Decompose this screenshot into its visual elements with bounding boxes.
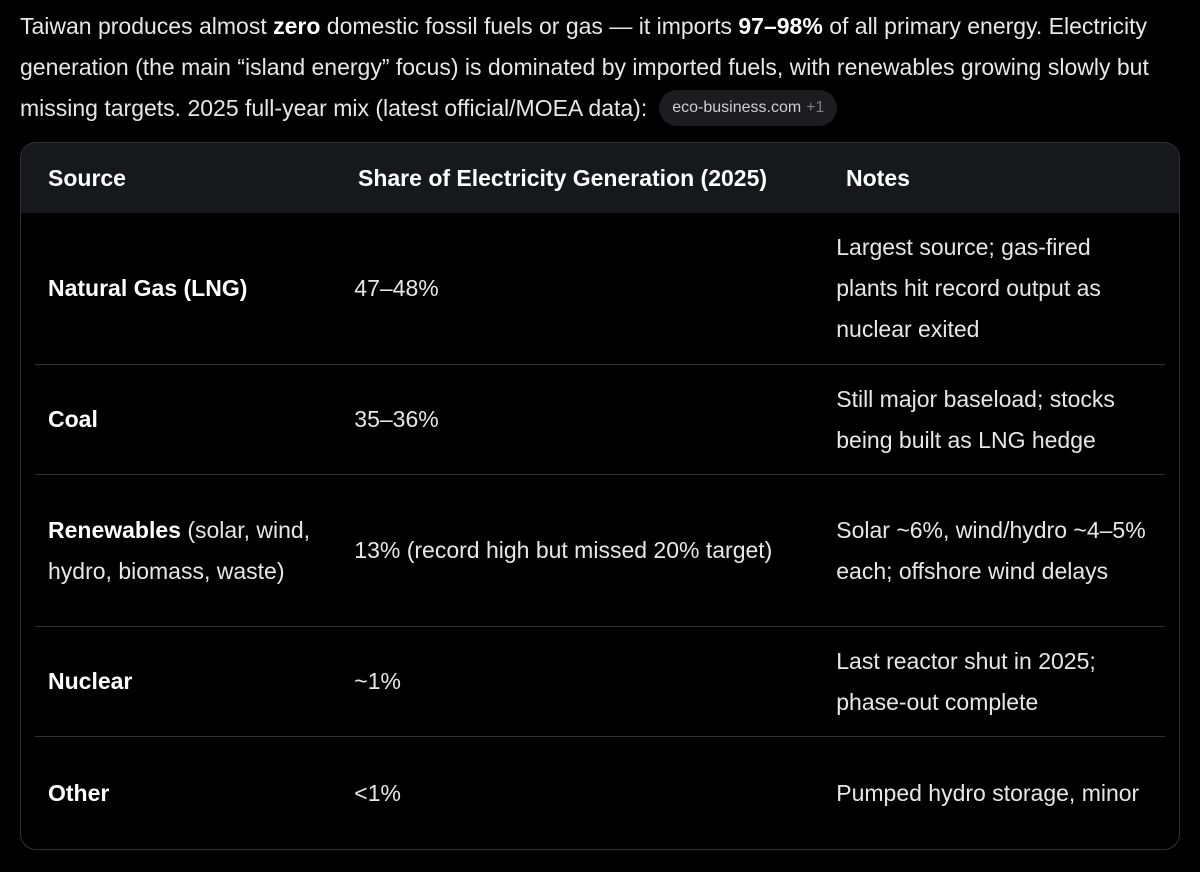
source-name: Coal <box>48 406 98 432</box>
header-notes: Notes <box>846 164 910 191</box>
cell-share: <1% <box>354 779 401 806</box>
header-source: Source <box>48 164 126 191</box>
cell-share: 35–36% <box>354 406 439 432</box>
source-detail: (solar, wind, hydro, biomass, waste) <box>48 516 311 584</box>
intro-paragraph: Taiwan produces almost zero domestic fos… <box>20 6 1180 129</box>
table-row: Natural Gas (LNG) 47–48% Largest source;… <box>35 213 1165 365</box>
cell-source: Renewables (solar, wind, hydro, biomass,… <box>35 510 327 592</box>
table-header: Source Share of Electricity Generation (… <box>21 143 1179 213</box>
header-share: Share of Electricity Generation (2025) <box>358 164 768 191</box>
cell-notes: Solar ~6%, wind/hydro ~4–5% each; offsho… <box>836 516 1146 584</box>
intro-text-3: of all primary energy. Electricity gener… <box>20 13 1149 121</box>
cell-notes: Pumped hydro storage, minor <box>836 779 1140 806</box>
source-name: Other <box>48 779 110 806</box>
table-row: Coal 35–36% Still major baseload; stocks… <box>35 365 1165 475</box>
intro-bold-percent: 97–98% <box>738 13 823 39</box>
citation-label: eco-business.com <box>672 98 802 116</box>
cell-share: 13% (record high but missed 20% target) <box>354 537 773 563</box>
intro-text-2: domestic fossil fuels or gas — it import… <box>320 13 739 39</box>
cell-notes: Last reactor shut in 2025; phase-out com… <box>836 647 1096 715</box>
cell-source: Natural Gas (LNG) <box>35 268 327 309</box>
cell-notes: Still major baseload; stocks being built… <box>836 385 1115 453</box>
cell-source: Coal <box>35 399 327 440</box>
source-name: Renewables <box>48 516 181 543</box>
table-row: Other <1% Pumped hydro storage, minor <box>35 737 1165 849</box>
cell-notes: Largest source; gas-fired plants hit rec… <box>836 234 1101 342</box>
source-name: Natural Gas (LNG) <box>48 275 248 301</box>
table-row: Renewables (solar, wind, hydro, biomass,… <box>35 475 1165 627</box>
cell-share: ~1% <box>354 668 401 694</box>
energy-mix-table: Source Share of Electricity Generation (… <box>20 142 1180 850</box>
cell-source: Nuclear <box>35 661 327 702</box>
table-row: Nuclear ~1% Last reactor shut in 2025; p… <box>35 627 1165 737</box>
cell-share: 47–48% <box>354 275 439 301</box>
intro-text-1: Taiwan produces almost <box>20 13 274 39</box>
citation-chip[interactable]: eco-business.com +1 <box>659 89 838 126</box>
source-name: Nuclear <box>48 668 133 694</box>
cell-source: Other <box>35 773 327 814</box>
intro-bold-zero: zero <box>273 13 321 39</box>
citation-count: +1 <box>806 98 825 116</box>
